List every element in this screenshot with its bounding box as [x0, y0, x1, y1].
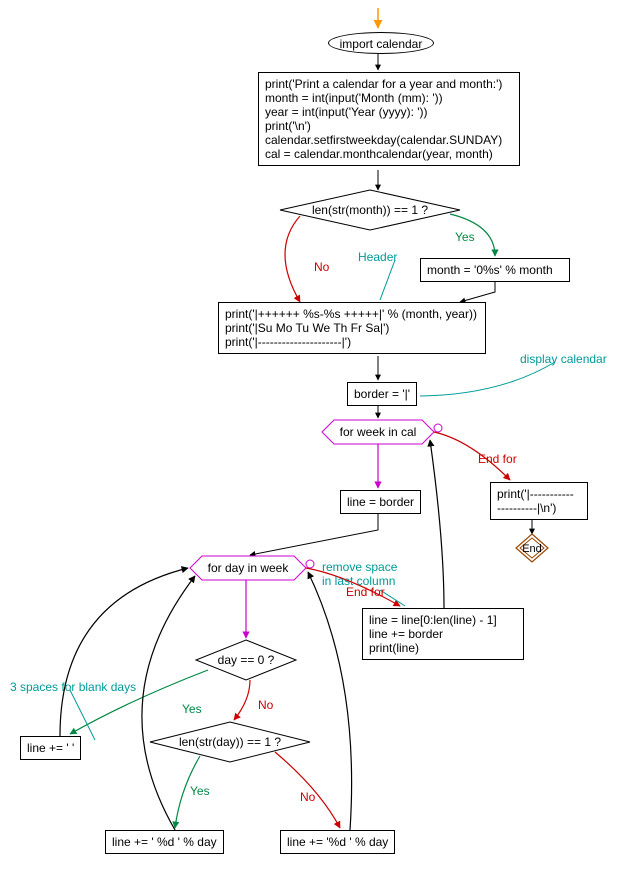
- no-label: No: [300, 790, 315, 804]
- setup-line: month = int(input('Month (mm): ')): [265, 91, 513, 105]
- month-pad-node: month = '0%s' % month: [420, 258, 570, 282]
- header-label: Header: [358, 250, 397, 264]
- setup-line: year = int(input('Year (yyyy): ')): [265, 105, 513, 119]
- import-node: import calendar: [328, 32, 434, 54]
- line-finish-line: print(line): [369, 641, 517, 655]
- border-init-text: border = '|': [354, 387, 410, 401]
- cond-month-text: len(str(month)) == 1 ?: [300, 203, 440, 217]
- for-week-text: for week in cal: [330, 425, 426, 439]
- end-for-label: End for: [346, 585, 385, 599]
- yes-label: Yes: [182, 702, 202, 716]
- blank-days-label: 3 spaces for blank days: [10, 680, 136, 694]
- end-for-label: End for: [478, 452, 517, 466]
- end-text: End: [522, 543, 542, 555]
- print-end-node: print('|----------- ----------|\n'): [490, 482, 588, 520]
- line-blank-node: line += ' ': [20, 736, 81, 760]
- no-label: No: [314, 260, 329, 274]
- border-init-node: border = '|': [347, 382, 417, 406]
- cond-daylen-text: len(str(day)) == 1 ?: [165, 735, 295, 749]
- yes-label: Yes: [190, 784, 210, 798]
- line-finish-line: line += border: [369, 627, 517, 641]
- for-day-text: for day in week: [198, 561, 298, 575]
- month-pad-text: month = '0%s' % month: [427, 263, 553, 277]
- setup-line: print('Print a calendar for a year and m…: [265, 77, 513, 91]
- cond-day0-text: day == 0 ?: [210, 653, 282, 667]
- line-finish-line: line = line[0:len(line) - 1]: [369, 613, 517, 627]
- import-text: import calendar: [340, 37, 423, 51]
- header-node: print('|++++++ %s-%s +++++|' % (month, y…: [218, 302, 486, 354]
- line-border-text: line = border: [347, 495, 414, 509]
- header-line: print('|++++++ %s-%s +++++|' % (month, y…: [225, 307, 479, 321]
- line-d2-text: line += '%d ' % day: [287, 835, 388, 849]
- display-calendar-label: display calendar: [520, 352, 607, 366]
- line-d1-text: line += ' %d ' % day: [112, 835, 217, 849]
- setup-line: print('\n'): [265, 119, 513, 133]
- setup-line: calendar.setfirstweekday(calendar.SUNDAY…: [265, 133, 513, 147]
- remove-space-label: remove space in last column: [322, 560, 397, 588]
- line-d2-node: line += '%d ' % day: [280, 830, 395, 854]
- setup-line: cal = calendar.monthcalendar(year, month…: [265, 147, 513, 161]
- yes-label: Yes: [455, 230, 475, 244]
- line-blank-text: line += ' ': [27, 741, 74, 755]
- end-node: End: [520, 541, 544, 555]
- header-line: print('|Su Mo Tu We Th Fr Sa|'): [225, 321, 479, 335]
- setup-node: print('Print a calendar for a year and m…: [258, 72, 520, 166]
- no-label: No: [258, 698, 273, 712]
- print-end-line: print('|-----------: [497, 487, 581, 501]
- line-d1-node: line += ' %d ' % day: [105, 830, 224, 854]
- line-finish-node: line = line[0:len(line) - 1] line += bor…: [362, 608, 524, 660]
- print-end-line: ----------|\n'): [497, 501, 581, 515]
- header-line: print('|---------------------|'): [225, 335, 479, 349]
- line-border-node: line = border: [340, 490, 421, 514]
